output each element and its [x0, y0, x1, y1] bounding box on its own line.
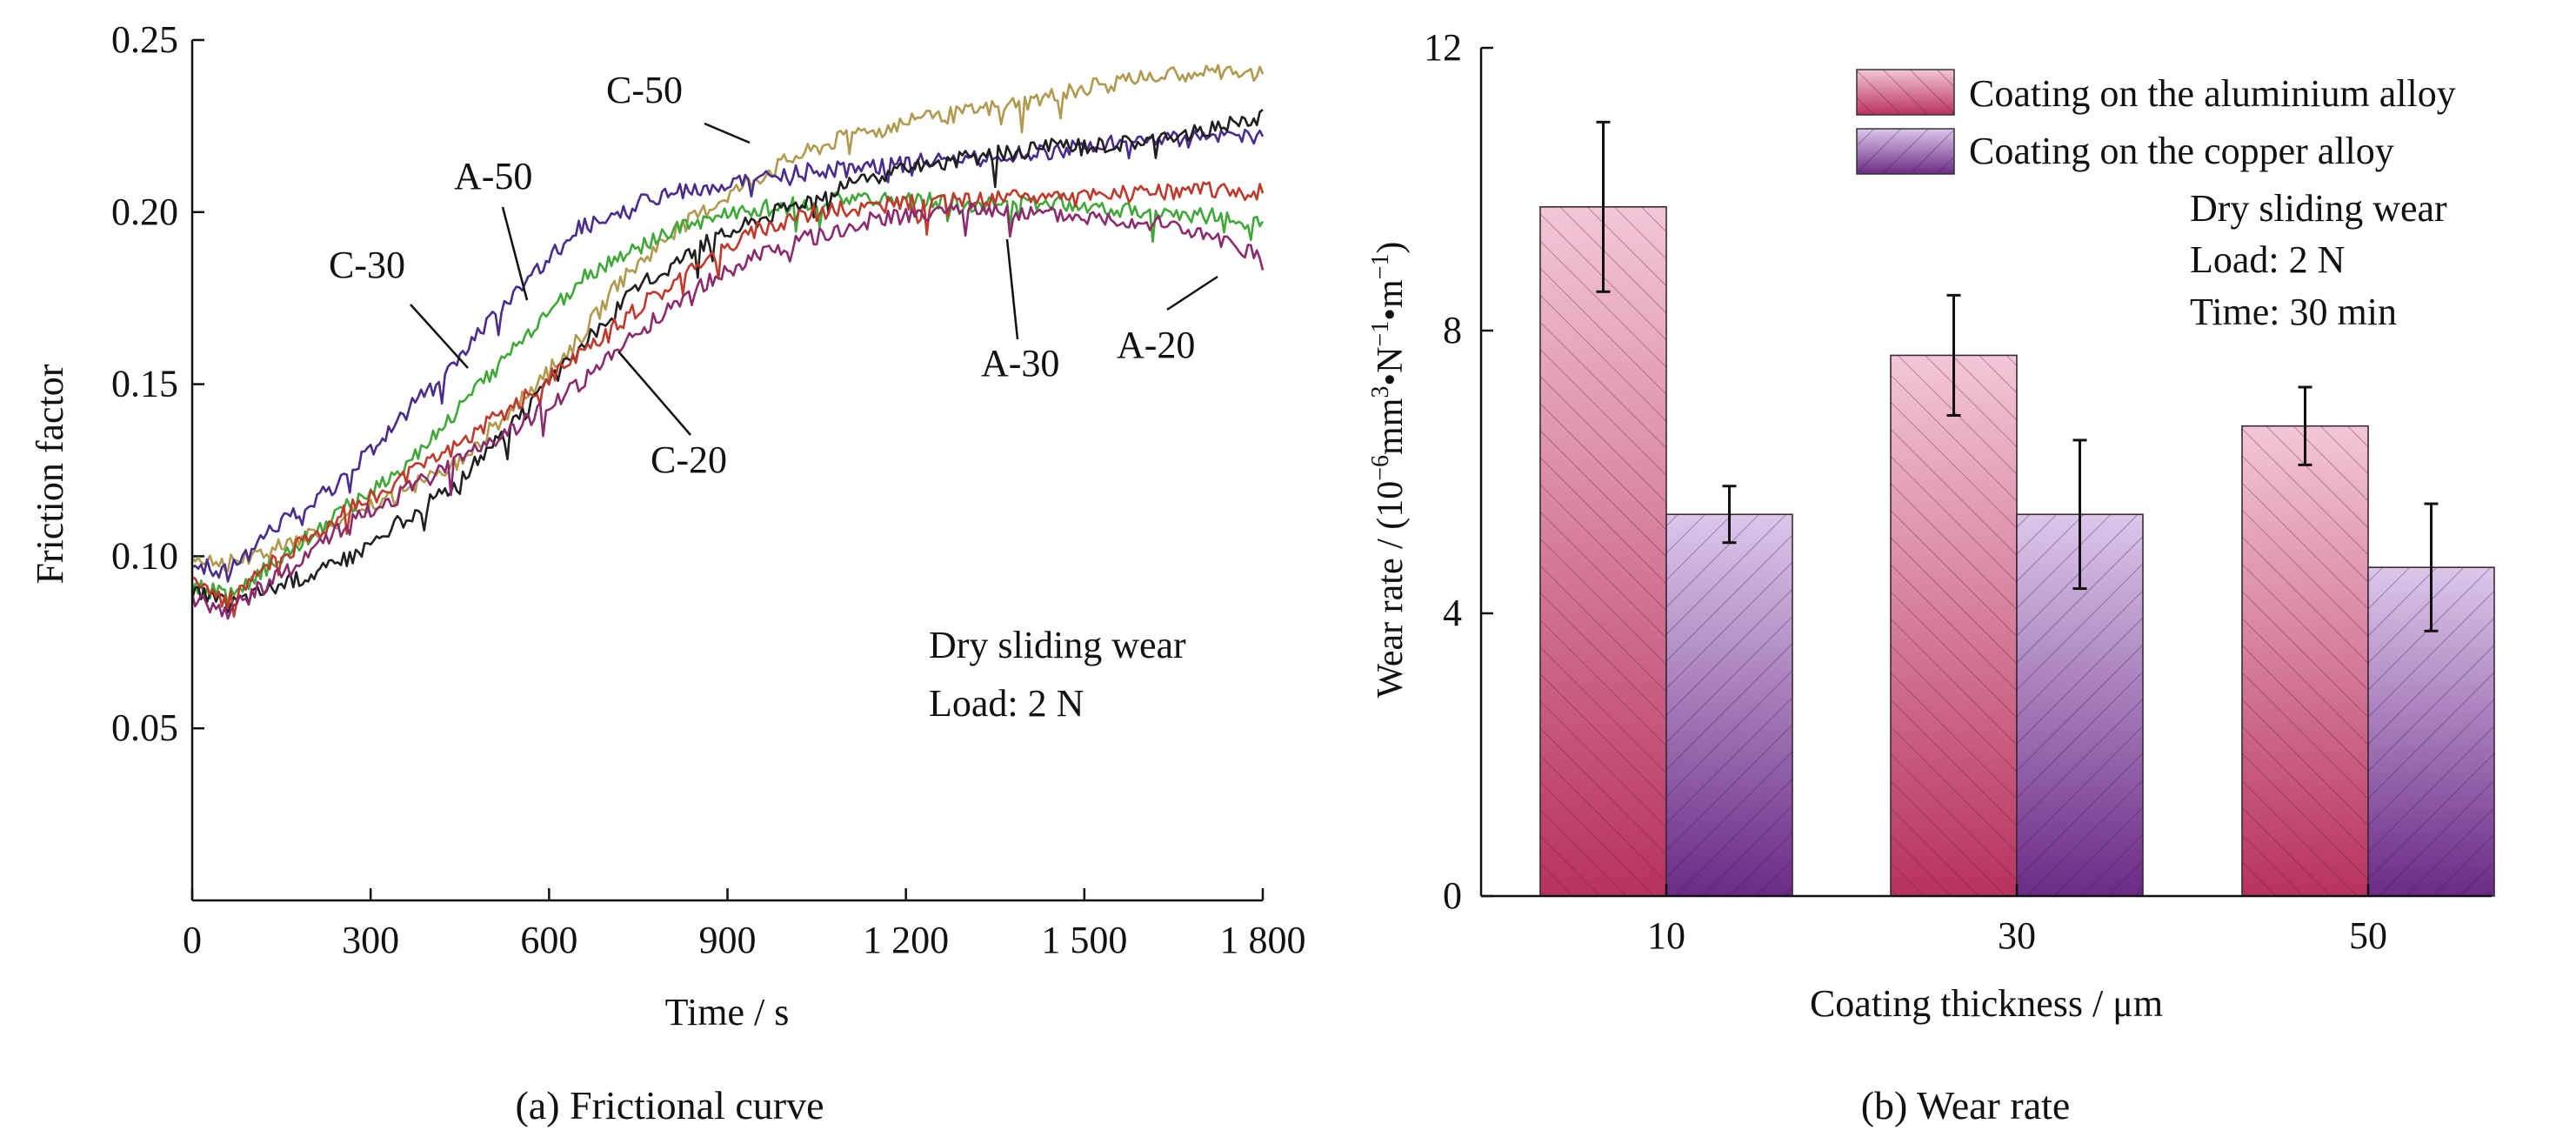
- label-a50: A-50: [454, 155, 532, 197]
- leader-a20: [1166, 275, 1218, 311]
- leader-c20: [617, 351, 691, 436]
- chart-b-y-tick-label: 4: [1443, 592, 1462, 634]
- series-line-a-30: [190, 109, 1264, 613]
- chart-a-x-tick-label: 1 800: [1220, 919, 1306, 961]
- chart-b-x-label: Coating thickness / μm: [1810, 982, 2163, 1025]
- chart-a-caption: (a) Frictional curve: [515, 1083, 824, 1127]
- y-label-part-5: −1: [1367, 321, 1394, 347]
- chart-b-annotation-line2: Load: 2 N: [2190, 238, 2345, 281]
- y-label-part-7: −1: [1367, 254, 1394, 280]
- chart-a-y-tick-label: 0.15: [111, 363, 178, 405]
- chart-b-bars-group: [1539, 120, 2495, 897]
- chart-a-x-tick-label: 1 200: [863, 919, 949, 961]
- series-line-a-50: [191, 128, 1265, 583]
- label-a20: A-20: [1117, 324, 1195, 366]
- chart-b-y-tick-label: 8: [1443, 309, 1462, 351]
- y-label-part-1: −6: [1367, 455, 1394, 481]
- chart-a-x-tick-label: 1 500: [1041, 919, 1127, 961]
- legend-label-aluminium: Coating on the aluminium alloy: [1969, 72, 2456, 115]
- chart-b: 0 4 8 12 10 30 50 Coating on the aluminium all…: [1367, 26, 2495, 1127]
- chart-a-y-tick-label: 0.05: [111, 706, 178, 749]
- chart-a-x-tick-label: 900: [699, 919, 757, 961]
- chart-b-legend: Coating on the aluminium alloy Coating o…: [1856, 69, 2456, 175]
- y-label-part-3: 3: [1367, 386, 1394, 398]
- label-c30: C-30: [329, 244, 405, 286]
- chart-a-y-tick-label: 0.20: [111, 191, 178, 233]
- y-label-part-2: mm: [1371, 398, 1411, 455]
- bar-hatch-aluminium-30: [1891, 355, 2017, 896]
- leader-c30: [410, 304, 469, 369]
- chart-b-ticks: 0 4 8 12 10 30 50: [1424, 26, 2387, 957]
- y-label-part-6: •m: [1371, 279, 1411, 321]
- chart-a-series-group: [190, 64, 1265, 620]
- legend-swatch-aluminium-hatch: [1857, 70, 1954, 115]
- chart-a-annotation-line2: Load: 2 N: [929, 682, 1084, 725]
- label-a30: A-30: [981, 342, 1059, 385]
- y-label-part-8: ): [1371, 242, 1411, 254]
- chart-a-tick-labels: 0 300 600 900 1 200 1 500 1 800 0.05 0.10 0.15 0.2…: [111, 18, 1306, 961]
- y-label-part-4: •N: [1371, 347, 1411, 386]
- chart-b-x-tick-label: 50: [2349, 914, 2387, 957]
- leader-a50: [501, 206, 529, 301]
- leader-a30: [1005, 238, 1019, 340]
- series-line-c-50: [190, 64, 1265, 572]
- chart-a-x-tick-label: 0: [183, 919, 202, 961]
- chart-b-caption: (b) Wear rate: [1861, 1083, 2071, 1127]
- chart-b-y-label: Wear rate / (10−6mm3•N−1•m−1): [1367, 242, 1411, 699]
- chart-b-annotation-line1: Dry sliding wear: [2190, 187, 2447, 230]
- chart-a-y-label: Friction factor: [29, 364, 71, 584]
- chart-a-ticks: [190, 38, 1265, 900]
- bar-hatch-aluminium-10: [1540, 206, 1666, 896]
- series-line-c-20: [191, 181, 1265, 618]
- chart-a-y-tick-label: 0.25: [111, 18, 178, 61]
- chart-a-x-tick-label: 300: [342, 919, 399, 961]
- chart-a-series-labels: C-50 A-50 C-30 C-20 A-30 A-20: [329, 69, 1218, 481]
- chart-b-annotation-line3: Time: 30 min: [2190, 291, 2397, 333]
- bar-hatch-copper-10: [1666, 514, 1792, 896]
- legend-label-copper: Coating on the copper alloy: [1969, 130, 2394, 172]
- chart-a-annotation-line1: Dry sliding wear: [929, 624, 1186, 666]
- chart-a-x-tick-label: 600: [520, 919, 577, 961]
- y-label-part-0: Wear rate / (10: [1371, 481, 1411, 699]
- series-line-a-20: [190, 202, 1265, 620]
- legend-swatch-copper-hatch: [1857, 129, 1954, 174]
- label-c50: C-50: [606, 69, 683, 111]
- label-c20: C-20: [651, 438, 727, 481]
- chart-b-y-tick-label: 0: [1443, 874, 1462, 917]
- leader-c50: [704, 122, 751, 144]
- chart-b-y-tick-label: 12: [1424, 26, 1462, 69]
- chart-a-y-tick-label: 0.10: [111, 534, 178, 577]
- series-line-c-30: [190, 191, 1265, 607]
- chart-b-x-tick-label: 10: [1647, 914, 1685, 957]
- chart-a-x-label: Time / s: [665, 991, 790, 1034]
- chart-a: 0 300 600 900 1 200 1 500 1 800 0.05 0.10 0.15 0.2…: [29, 18, 1306, 1127]
- bar-hatch-aluminium-50: [2242, 425, 2368, 896]
- chart-b-x-tick-label: 30: [1998, 914, 2036, 957]
